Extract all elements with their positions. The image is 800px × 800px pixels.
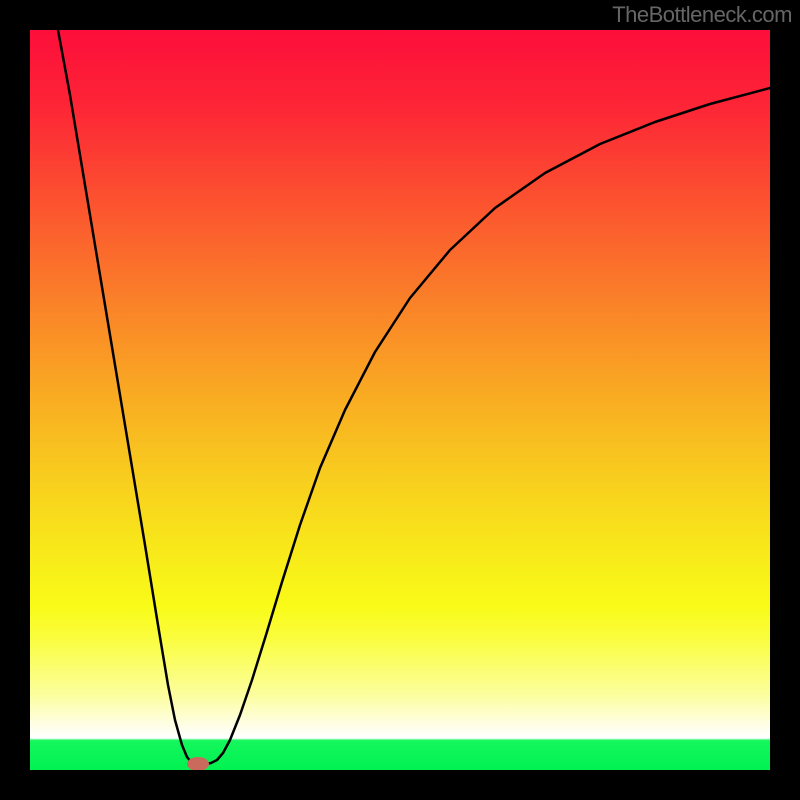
- chart-background: [30, 30, 770, 770]
- bottleneck-chart: [0, 0, 800, 800]
- chart-svg: [0, 0, 800, 800]
- watermark-text: TheBottleneck.com: [612, 2, 792, 28]
- optimal-marker: [187, 757, 209, 771]
